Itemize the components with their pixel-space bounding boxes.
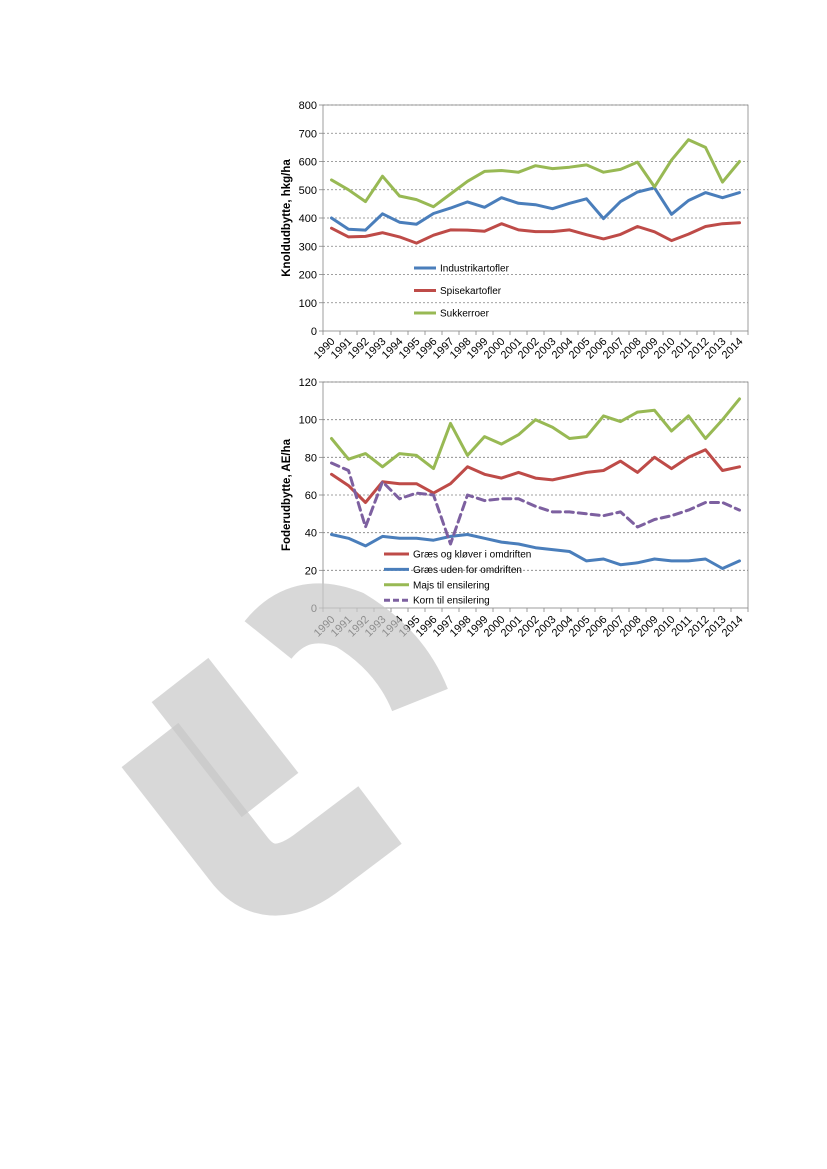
y-tick-label: 400 (299, 213, 317, 225)
series-line-4 (330, 461, 741, 546)
y-tick-label: 100 (299, 415, 317, 427)
y-tick-label: 300 (299, 241, 317, 253)
legend-label: Majs til ensilering (413, 580, 490, 591)
y-axis-title: Foderudbytte, AE/ha (281, 438, 293, 551)
y-tick-label: 100 (299, 298, 317, 310)
series-line-2 (330, 533, 741, 570)
y-tick-label: 80 (305, 452, 317, 464)
legend-label: Korn til ensilering (413, 596, 490, 607)
y-tick-label: 600 (299, 157, 317, 169)
chart-2: 0204060801001201990199119921993199419951… (281, 377, 749, 639)
legend-label: Græs uden for omdriften (413, 565, 522, 576)
legend-label: Industrikartofler (440, 264, 510, 275)
legend-label: Sukkerroer (440, 309, 490, 320)
legend-label: Græs og kløver i omdriften (413, 550, 531, 561)
y-tick-label: 200 (299, 270, 317, 282)
legend-label: Spisekartofler (440, 286, 502, 297)
y-tick-label: 20 (305, 565, 317, 577)
y-axis-title: Knoldudbytte, hkg/ha (281, 159, 293, 277)
series-line-2 (330, 221, 741, 245)
y-tick-label: 0 (311, 603, 317, 615)
y-tick-label: 800 (299, 100, 317, 112)
y-tick-label: 500 (299, 185, 317, 197)
y-tick-label: 700 (299, 128, 317, 140)
series-line-3 (330, 397, 741, 471)
y-tick-label: 0 (311, 326, 317, 338)
series-line-3 (330, 138, 741, 209)
y-tick-label: 60 (305, 490, 317, 502)
chart-1: 0100200300400500600700800199019911992199… (281, 100, 749, 361)
series-line-1 (330, 186, 741, 232)
y-tick-label: 40 (305, 528, 317, 540)
y-tick-label: 120 (299, 377, 317, 389)
